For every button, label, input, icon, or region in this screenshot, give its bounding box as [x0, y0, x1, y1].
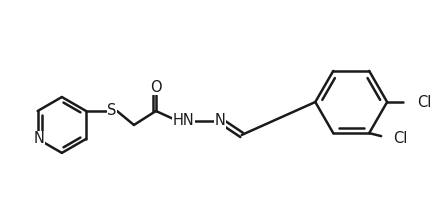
Text: Cl: Cl [417, 95, 431, 110]
Text: HN: HN [173, 114, 195, 128]
Text: N: N [214, 114, 225, 128]
Text: O: O [150, 80, 162, 95]
Text: Cl: Cl [393, 131, 408, 146]
Text: S: S [107, 103, 117, 119]
Text: N: N [33, 131, 44, 147]
